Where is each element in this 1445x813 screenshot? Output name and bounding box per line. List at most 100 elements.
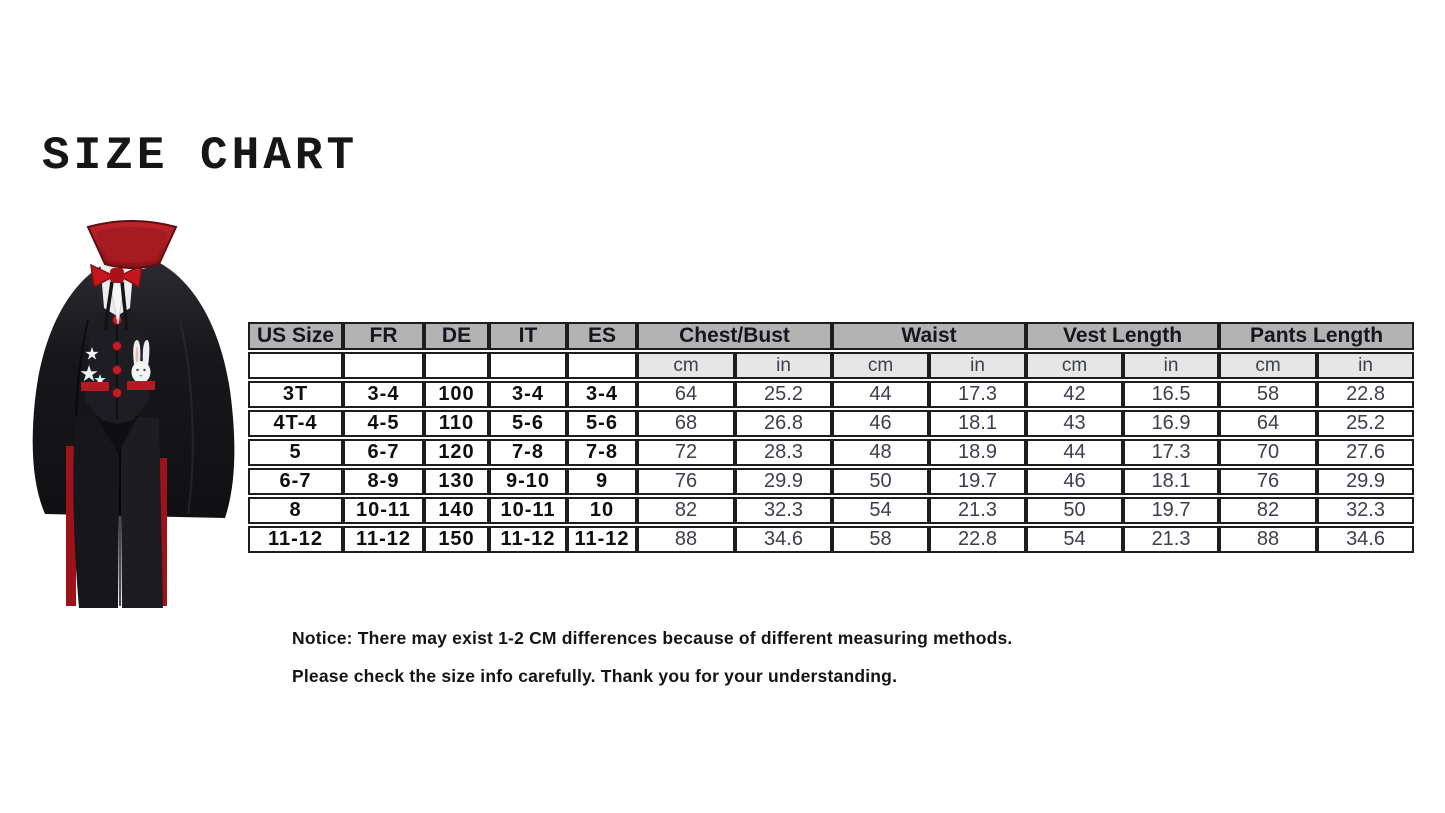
- cape-red-lining: [66, 446, 167, 606]
- measurement-cell: 21.3: [1123, 526, 1220, 553]
- empty-cell: [343, 352, 424, 379]
- measurement-cell: 32.3: [1317, 497, 1415, 524]
- measurement-cell: 17.3: [929, 381, 1027, 408]
- costume-image: [32, 220, 235, 608]
- measurement-cell: 29.9: [735, 468, 833, 495]
- column-header: Pants Length: [1219, 322, 1415, 350]
- size-cell: 10-11: [489, 497, 567, 524]
- measurement-cell: 50: [1026, 497, 1124, 524]
- size-cell: 5-6: [567, 410, 637, 437]
- size-cell: 3T: [248, 381, 343, 408]
- size-cell: 4T-4: [248, 410, 343, 437]
- size-cell: 6-7: [248, 468, 343, 495]
- cape-collar: [86, 220, 178, 269]
- empty-cell: [424, 352, 489, 379]
- measurement-cell: 48: [832, 439, 930, 466]
- measurement-cell: 21.3: [929, 497, 1027, 524]
- measurement-cell: 76: [1219, 468, 1318, 495]
- measurement-cell: 70: [1219, 439, 1318, 466]
- measurement-cell: 42: [1026, 381, 1124, 408]
- size-cell: 150: [424, 526, 489, 553]
- size-cell: 8-9: [343, 468, 424, 495]
- measurement-cell: 18.9: [929, 439, 1027, 466]
- unit-header: in: [1317, 352, 1415, 379]
- size-table: US Size FR DE IT ES Chest/Bust Waist Vest Lengt…: [248, 320, 1415, 555]
- column-header: DE: [424, 322, 489, 350]
- measurement-cell: 43: [1026, 410, 1124, 437]
- size-cell: 10: [567, 497, 637, 524]
- measurement-cell: 82: [637, 497, 735, 524]
- measurement-cell: 46: [832, 410, 930, 437]
- measurement-cell: 64: [1219, 410, 1318, 437]
- size-cell: 7-8: [567, 439, 637, 466]
- size-cell: 4-5: [343, 410, 424, 437]
- column-header: Vest Length: [1026, 322, 1220, 350]
- table-row: 11-12 11-12 150 11-12 11-12 88 34.6 58 22.8 54 21.…: [248, 526, 1415, 553]
- measurement-cell: 44: [832, 381, 930, 408]
- table-row: 5 6-7 120 7-8 7-8 72 28.3 48 18.9 44 17.3 70 27.6: [248, 439, 1415, 466]
- measurement-cell: 82: [1219, 497, 1318, 524]
- measurement-cell: 46: [1026, 468, 1124, 495]
- pants: [73, 416, 163, 608]
- table-row: 4T-4 4-5 110 5-6 5-6 68 26.8 46 18.1 43 16.9 64 25.2: [248, 410, 1415, 437]
- size-cell: 140: [424, 497, 489, 524]
- measurement-cell: 16.5: [1123, 381, 1220, 408]
- measurement-cell: 68: [637, 410, 735, 437]
- measurement-cell: 19.7: [1123, 497, 1220, 524]
- size-cell: 3-4: [567, 381, 637, 408]
- unit-header: cm: [832, 352, 930, 379]
- bow-tie: [90, 263, 143, 289]
- measurement-cell: 25.2: [1317, 410, 1415, 437]
- size-cell: 11-12: [567, 526, 637, 553]
- size-cell: 6-7: [343, 439, 424, 466]
- size-cell: 11-12: [489, 526, 567, 553]
- measurement-cell: 19.7: [929, 468, 1027, 495]
- unit-header: in: [1123, 352, 1220, 379]
- measurement-cell: 18.1: [929, 410, 1027, 437]
- measurement-cell: 17.3: [1123, 439, 1220, 466]
- measurement-cell: 64: [637, 381, 735, 408]
- measurement-cell: 22.8: [929, 526, 1027, 553]
- measurement-cell: 44: [1026, 439, 1124, 466]
- column-header: US Size: [248, 322, 343, 350]
- measurement-cell: 26.8: [735, 410, 833, 437]
- measurement-cell: 76: [637, 468, 735, 495]
- measurement-cell: 27.6: [1317, 439, 1415, 466]
- measurement-cell: 54: [1026, 526, 1124, 553]
- size-cell: 5: [248, 439, 343, 466]
- size-cell: 120: [424, 439, 489, 466]
- measurement-cell: 22.8: [1317, 381, 1415, 408]
- measurement-cell: 28.3: [735, 439, 833, 466]
- measurement-cell: 54: [832, 497, 930, 524]
- measurement-cell: 58: [832, 526, 930, 553]
- column-header: Chest/Bust: [637, 322, 833, 350]
- page-title: SIZE CHART: [42, 130, 359, 182]
- size-cell: 10-11: [343, 497, 424, 524]
- unit-header: cm: [1026, 352, 1124, 379]
- measurement-cell: 29.9: [1317, 468, 1415, 495]
- size-cell: 7-8: [489, 439, 567, 466]
- size-cell: 11-12: [248, 526, 343, 553]
- unit-header: in: [735, 352, 833, 379]
- measurement-cell: 34.6: [1317, 526, 1415, 553]
- measurement-cell: 58: [1219, 381, 1318, 408]
- size-cell: 3-4: [343, 381, 424, 408]
- empty-cell: [567, 352, 637, 379]
- size-cell: 110: [424, 410, 489, 437]
- unit-header: cm: [1219, 352, 1318, 379]
- measurement-cell: 34.6: [735, 526, 833, 553]
- table-row: 3T 3-4 100 3-4 3-4 64 25.2 44 17.3 42 16.5 58 22.8: [248, 381, 1415, 408]
- measurement-cell: 25.2: [735, 381, 833, 408]
- bunny-icon: [131, 340, 151, 383]
- notice-line-2: Please check the size info carefully. Th…: [292, 666, 898, 686]
- measurement-cell: 16.9: [1123, 410, 1220, 437]
- column-header: FR: [343, 322, 424, 350]
- size-cell: 11-12: [343, 526, 424, 553]
- column-header: ES: [567, 322, 637, 350]
- size-cell: 9: [567, 468, 637, 495]
- notice-line-1: Notice: There may exist 1-2 CM differenc…: [292, 628, 1013, 648]
- table-row: 8 10-11 140 10-11 10 82 32.3 54 21.3 50 19.7 82 32.3: [248, 497, 1415, 524]
- size-cell: 3-4: [489, 381, 567, 408]
- unit-header: cm: [637, 352, 735, 379]
